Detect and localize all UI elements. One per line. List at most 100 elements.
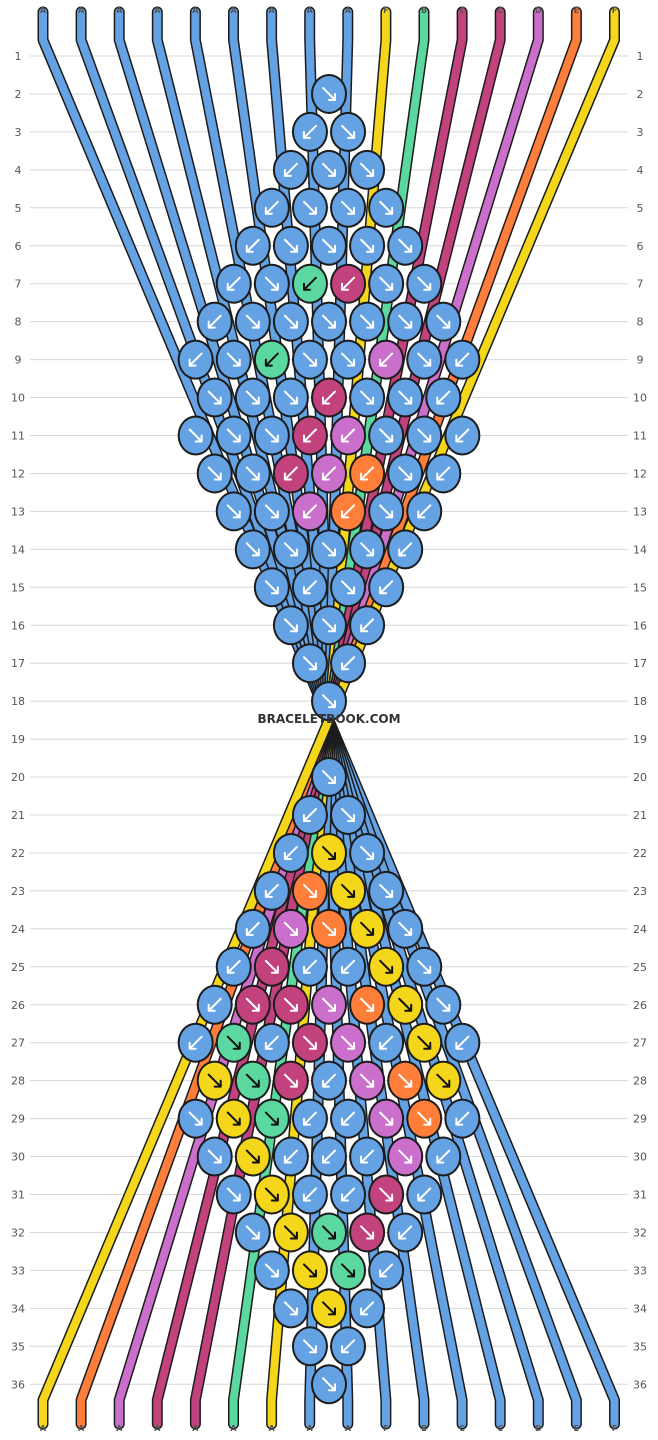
knot	[292, 491, 328, 531]
row-label-right: 4	[637, 164, 644, 177]
knot	[406, 1099, 442, 1139]
strand-letter: F	[383, 1424, 388, 1433]
strand-letter: D	[535, 6, 542, 15]
knot	[349, 378, 385, 418]
knot	[387, 985, 423, 1025]
knot	[311, 605, 347, 645]
strand-letter: A	[268, 1424, 275, 1433]
knot	[273, 150, 309, 190]
knot	[197, 378, 233, 418]
strand-letter-top: A	[40, 6, 47, 15]
knot	[425, 302, 461, 342]
knot	[330, 947, 366, 987]
strand-letter: D	[535, 1424, 542, 1433]
knot	[292, 567, 328, 607]
row-label-left: 2	[15, 88, 22, 101]
knot	[330, 416, 366, 456]
strand-letter-top: B	[421, 6, 427, 15]
knot	[311, 529, 347, 569]
row-label-left: 4	[15, 164, 22, 177]
knot	[292, 340, 328, 380]
row-label-right: 35	[633, 1340, 647, 1353]
knot	[349, 1212, 385, 1252]
knot	[273, 1137, 309, 1177]
strand-letter: F	[383, 6, 388, 15]
knot	[273, 1288, 309, 1328]
bracelet-pattern-diagram: 1 12 23 34 45 56 67 78 89 910 1011 1112 1213 1314 1415…	[0, 0, 658, 1440]
row-label-left: 33	[11, 1264, 25, 1277]
knot	[273, 605, 309, 645]
knot	[311, 909, 347, 949]
knot	[273, 529, 309, 569]
row-label-right: 33	[633, 1264, 647, 1277]
row-label-right: 2	[637, 88, 644, 101]
row-label-left: 27	[11, 1037, 25, 1050]
knot	[254, 416, 290, 456]
knot	[368, 567, 404, 607]
knot	[330, 1175, 366, 1215]
knot	[254, 567, 290, 607]
strand-letter-top: F	[383, 6, 388, 15]
knot	[330, 188, 366, 228]
row-label-right: 26	[633, 999, 647, 1012]
row-label-right: 1	[637, 50, 644, 63]
row-label-left: 9	[15, 354, 22, 367]
strand-letter-bottom: F	[612, 1424, 617, 1433]
knot	[349, 1288, 385, 1328]
knot	[273, 378, 309, 418]
strand-letter: E	[574, 6, 579, 15]
knot	[406, 491, 442, 531]
knot	[197, 1061, 233, 1101]
knot	[216, 264, 252, 304]
knot	[235, 985, 271, 1025]
knot	[349, 605, 385, 645]
knot	[311, 833, 347, 873]
knot	[387, 1061, 423, 1101]
knot	[197, 1137, 233, 1177]
row-label-left: 28	[11, 1075, 25, 1088]
strand-letter-bottom: A	[192, 1424, 199, 1433]
knot	[425, 1061, 461, 1101]
knot	[406, 340, 442, 380]
knot	[311, 1212, 347, 1252]
row-label-right: 29	[633, 1113, 647, 1126]
strand-letter: A	[230, 1424, 237, 1433]
row-label-right: 9	[637, 354, 644, 367]
knot	[349, 833, 385, 873]
knot	[292, 795, 328, 835]
strand-letter-top: A	[268, 6, 275, 15]
strand-letter: A	[345, 1424, 352, 1433]
row-label-left: 26	[11, 999, 25, 1012]
strand-letter: F	[612, 1424, 617, 1433]
strand-letter-bottom: A	[345, 1424, 352, 1433]
knot	[235, 1061, 271, 1101]
knot	[330, 1326, 366, 1366]
knot	[349, 529, 385, 569]
knot	[406, 947, 442, 987]
knot	[368, 340, 404, 380]
knot	[311, 150, 347, 190]
row-label-right: 14	[633, 543, 647, 556]
strand-letter: C	[459, 6, 465, 15]
knot	[330, 1250, 366, 1290]
row-label-left: 1	[15, 50, 22, 63]
knot	[235, 909, 271, 949]
row-label-left: 35	[11, 1340, 25, 1353]
knot	[349, 226, 385, 266]
row-label-left: 30	[11, 1151, 25, 1164]
knot	[254, 264, 290, 304]
knot	[273, 833, 309, 873]
row-label-right: 19	[633, 733, 647, 746]
row-label-right: 24	[633, 923, 647, 936]
row-label-left: 31	[11, 1189, 25, 1202]
row-label-left: 6	[15, 240, 22, 253]
row-label-right: 11	[633, 430, 647, 443]
knot	[254, 340, 290, 380]
row-label-right: 7	[637, 278, 644, 291]
strand-letter: A	[192, 6, 199, 15]
row-label-left: 7	[15, 278, 22, 291]
strand-letter-top: A	[78, 6, 85, 15]
row-label-left: 11	[11, 430, 25, 443]
strand-letter-top: A	[230, 6, 237, 15]
strand-letter-bottom: A	[40, 1424, 47, 1433]
